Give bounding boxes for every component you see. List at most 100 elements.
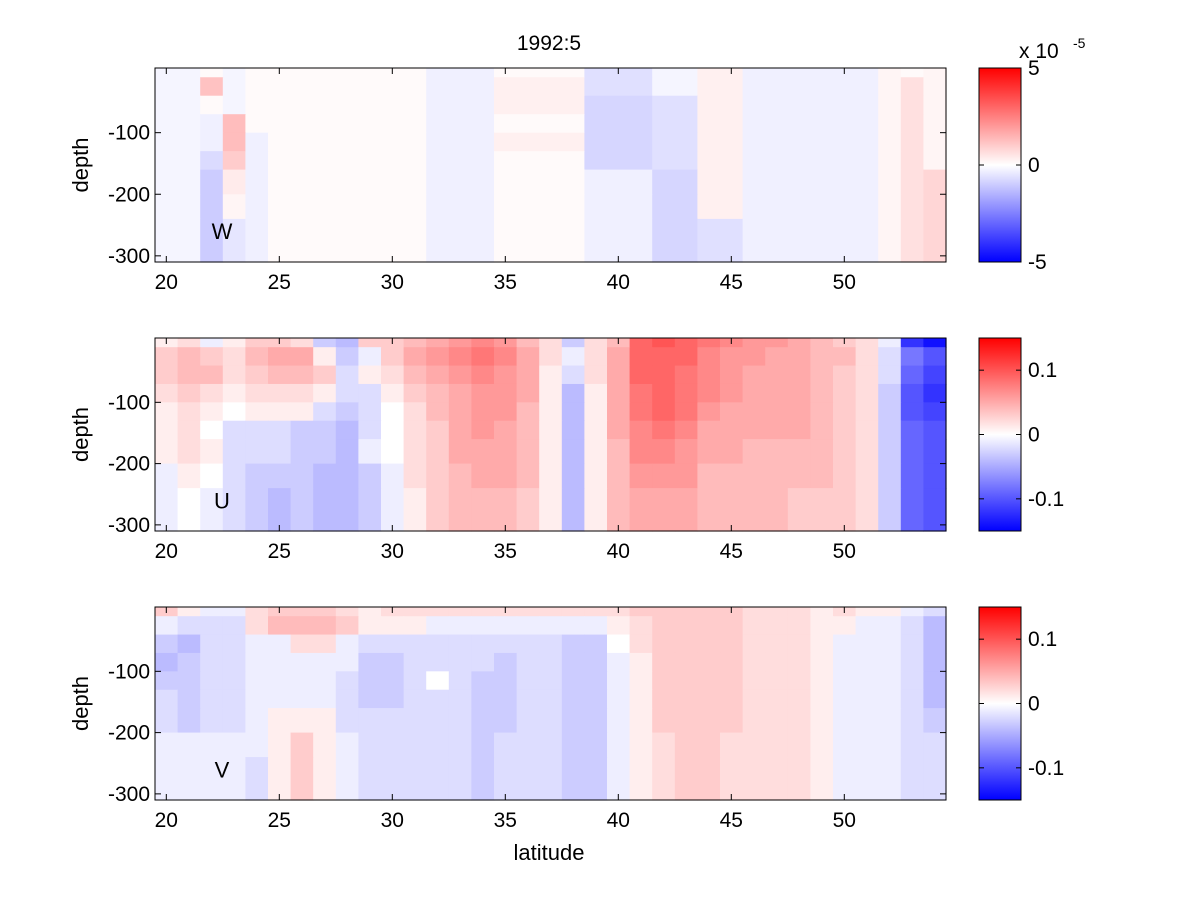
heatmap-cell <box>494 616 518 636</box>
heatmap-cell <box>900 689 924 709</box>
heatmap-cell <box>155 347 179 367</box>
heatmap-cell <box>923 95 947 115</box>
heatmap-cell <box>855 338 879 348</box>
heatmap-cell <box>516 616 540 636</box>
heatmap-cell <box>855 689 879 709</box>
heatmap-cell <box>697 77 744 97</box>
heatmap-cell <box>720 652 744 672</box>
heatmap-cell <box>426 652 450 672</box>
heatmap-cell <box>855 732 879 758</box>
heatmap-cell <box>403 616 427 636</box>
heatmap-cell <box>765 365 789 385</box>
heatmap-cell <box>539 732 563 758</box>
heatmap-cell <box>787 463 811 489</box>
heatmap-cell <box>471 383 495 403</box>
heatmap-cell <box>426 420 450 440</box>
x-tick-label: 25 <box>268 540 291 563</box>
heatmap-cell <box>697 347 721 367</box>
heatmap-cell <box>358 607 382 617</box>
heatmap-cell <box>720 757 744 801</box>
heatmap-cell <box>200 169 224 195</box>
heatmap-cell <box>313 365 337 385</box>
heatmap-cell <box>561 365 585 385</box>
heatmap-cell <box>652 347 676 367</box>
heatmap-cell <box>742 463 766 489</box>
heatmap-cell <box>674 634 698 654</box>
heatmap-cell <box>494 708 518 734</box>
heatmap-cell <box>448 689 472 709</box>
heatmap-cell <box>652 420 676 440</box>
heatmap-cell <box>403 347 427 367</box>
heatmap-cell <box>313 671 337 691</box>
heatmap-cell <box>155 95 201 115</box>
heatmap-cell <box>313 338 337 348</box>
heatmap-cell <box>720 347 744 367</box>
heatmap-cell <box>765 652 789 672</box>
heatmap-cell <box>471 732 495 758</box>
heatmap-cell <box>878 194 902 220</box>
x-tick-label: 30 <box>381 540 404 563</box>
heatmap-cell <box>155 218 201 263</box>
heatmap-cell <box>177 607 201 617</box>
heatmap-cell <box>426 383 450 403</box>
heatmap-cell <box>652 114 698 134</box>
heatmap-cell <box>742 488 766 532</box>
heatmap-cell <box>313 689 337 709</box>
heatmap-cell <box>313 634 337 654</box>
heatmap-cell <box>426 402 450 422</box>
heatmap-cell <box>381 488 405 532</box>
x-tick-label: 30 <box>381 809 404 832</box>
heatmap-cell <box>268 383 292 403</box>
heatmap-cell <box>290 708 314 734</box>
heatmap-cell <box>426 463 450 489</box>
heatmap-cell <box>810 420 834 440</box>
heatmap-cell <box>810 463 834 489</box>
heatmap-cell <box>584 732 608 758</box>
heatmap-cell <box>584 607 608 617</box>
heatmap-cell <box>810 365 834 385</box>
heatmap-cell <box>855 708 879 734</box>
heatmap-cell <box>426 757 450 801</box>
heatmap-cell <box>674 347 698 367</box>
heatmap-cell <box>697 132 744 152</box>
heatmap-cell <box>584 194 653 220</box>
heatmap-cell <box>358 365 382 385</box>
heatmap-cell <box>471 488 495 532</box>
heatmap-cell <box>697 383 721 403</box>
heatmap-cell <box>245 169 269 195</box>
heatmap-cell <box>539 652 563 672</box>
heatmap-cell <box>290 652 314 672</box>
heatmap-cell <box>313 607 337 617</box>
heatmap-cell <box>742 383 766 403</box>
heatmap-cell <box>313 463 337 489</box>
heatmap-cell <box>448 439 472 465</box>
heatmap-cell <box>358 488 382 532</box>
heatmap-cell <box>878 463 902 489</box>
heatmap-cell <box>335 634 359 654</box>
heatmap-cell <box>900 68 924 78</box>
heatmap-cell <box>652 194 698 220</box>
heatmap-cell <box>313 383 337 403</box>
heatmap-cell <box>742 114 879 134</box>
heatmap-cell <box>674 383 698 403</box>
heatmap-cell <box>787 689 811 709</box>
heatmap-cell <box>765 420 789 440</box>
y-tick-label: -100 <box>108 391 150 414</box>
heatmap-cell <box>674 652 698 672</box>
heatmap-cell <box>177 439 201 465</box>
heatmap-cell <box>697 95 744 115</box>
heatmap-cell <box>268 68 427 78</box>
y-tick-label: -300 <box>108 514 150 537</box>
heatmap-cell <box>426 194 495 220</box>
heatmap-cell <box>335 689 359 709</box>
heatmap-cell <box>629 732 653 758</box>
heatmap-cell <box>742 347 766 367</box>
heatmap-cell <box>245 68 269 78</box>
heatmap-cell <box>313 652 337 672</box>
heatmap-cell <box>200 77 224 97</box>
heatmap-cell <box>607 689 631 709</box>
heatmap-cell <box>697 151 744 171</box>
heatmap-cell <box>742 218 879 263</box>
heatmap-cell <box>742 439 766 465</box>
heatmap-cell <box>561 463 585 489</box>
